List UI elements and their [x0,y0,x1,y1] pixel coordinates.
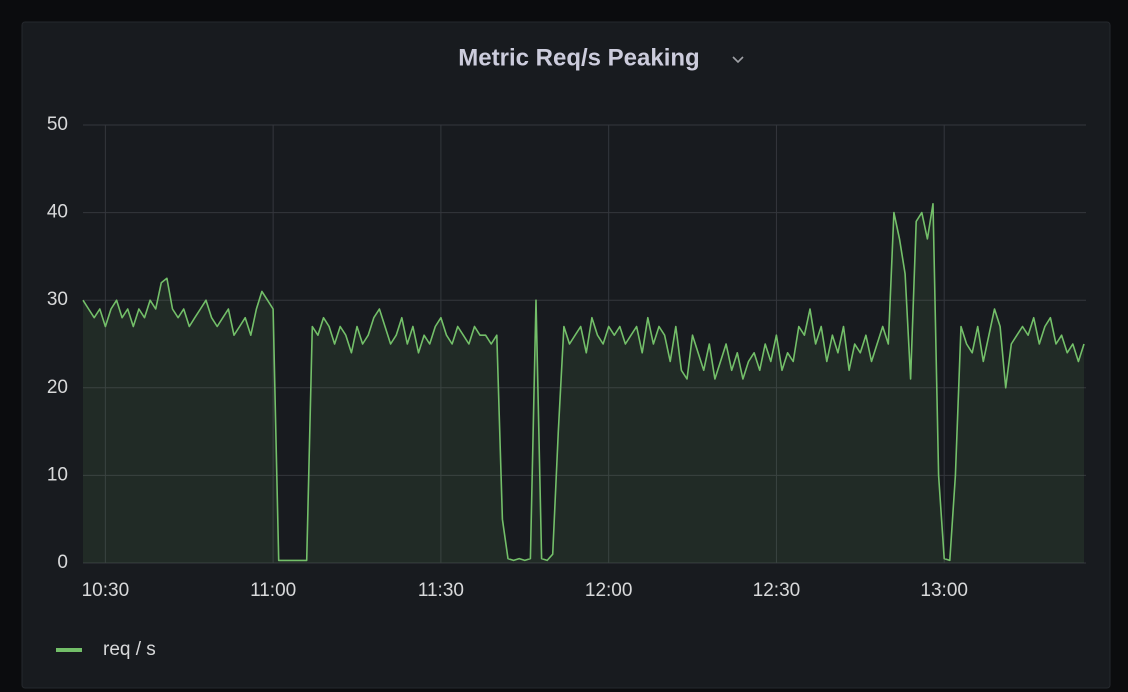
chart-title[interactable]: Metric Req/s Peaking [458,44,699,71]
y-tick-label: 10 [47,464,68,485]
series-area [83,203,1084,564]
y-tick-label: 40 [47,202,68,223]
panel [21,21,1111,689]
legend-label: req / s [103,639,156,660]
x-tick-label: 11:30 [418,580,464,601]
x-tick-label: 12:00 [585,580,633,601]
y-tick-label: 50 [47,114,68,135]
y-tick-label: 30 [47,289,68,310]
x-tick-label: 13:00 [920,580,968,601]
series-line [82,203,1085,562]
title-chevron[interactable] [732,56,744,64]
x-tick-label: 11:00 [250,580,296,601]
x-tick-label: 12:30 [753,580,801,601]
y-tick-label: 0 [57,552,68,573]
y-tick-label: 20 [47,377,68,398]
x-tick-label: 10:30 [82,580,130,601]
